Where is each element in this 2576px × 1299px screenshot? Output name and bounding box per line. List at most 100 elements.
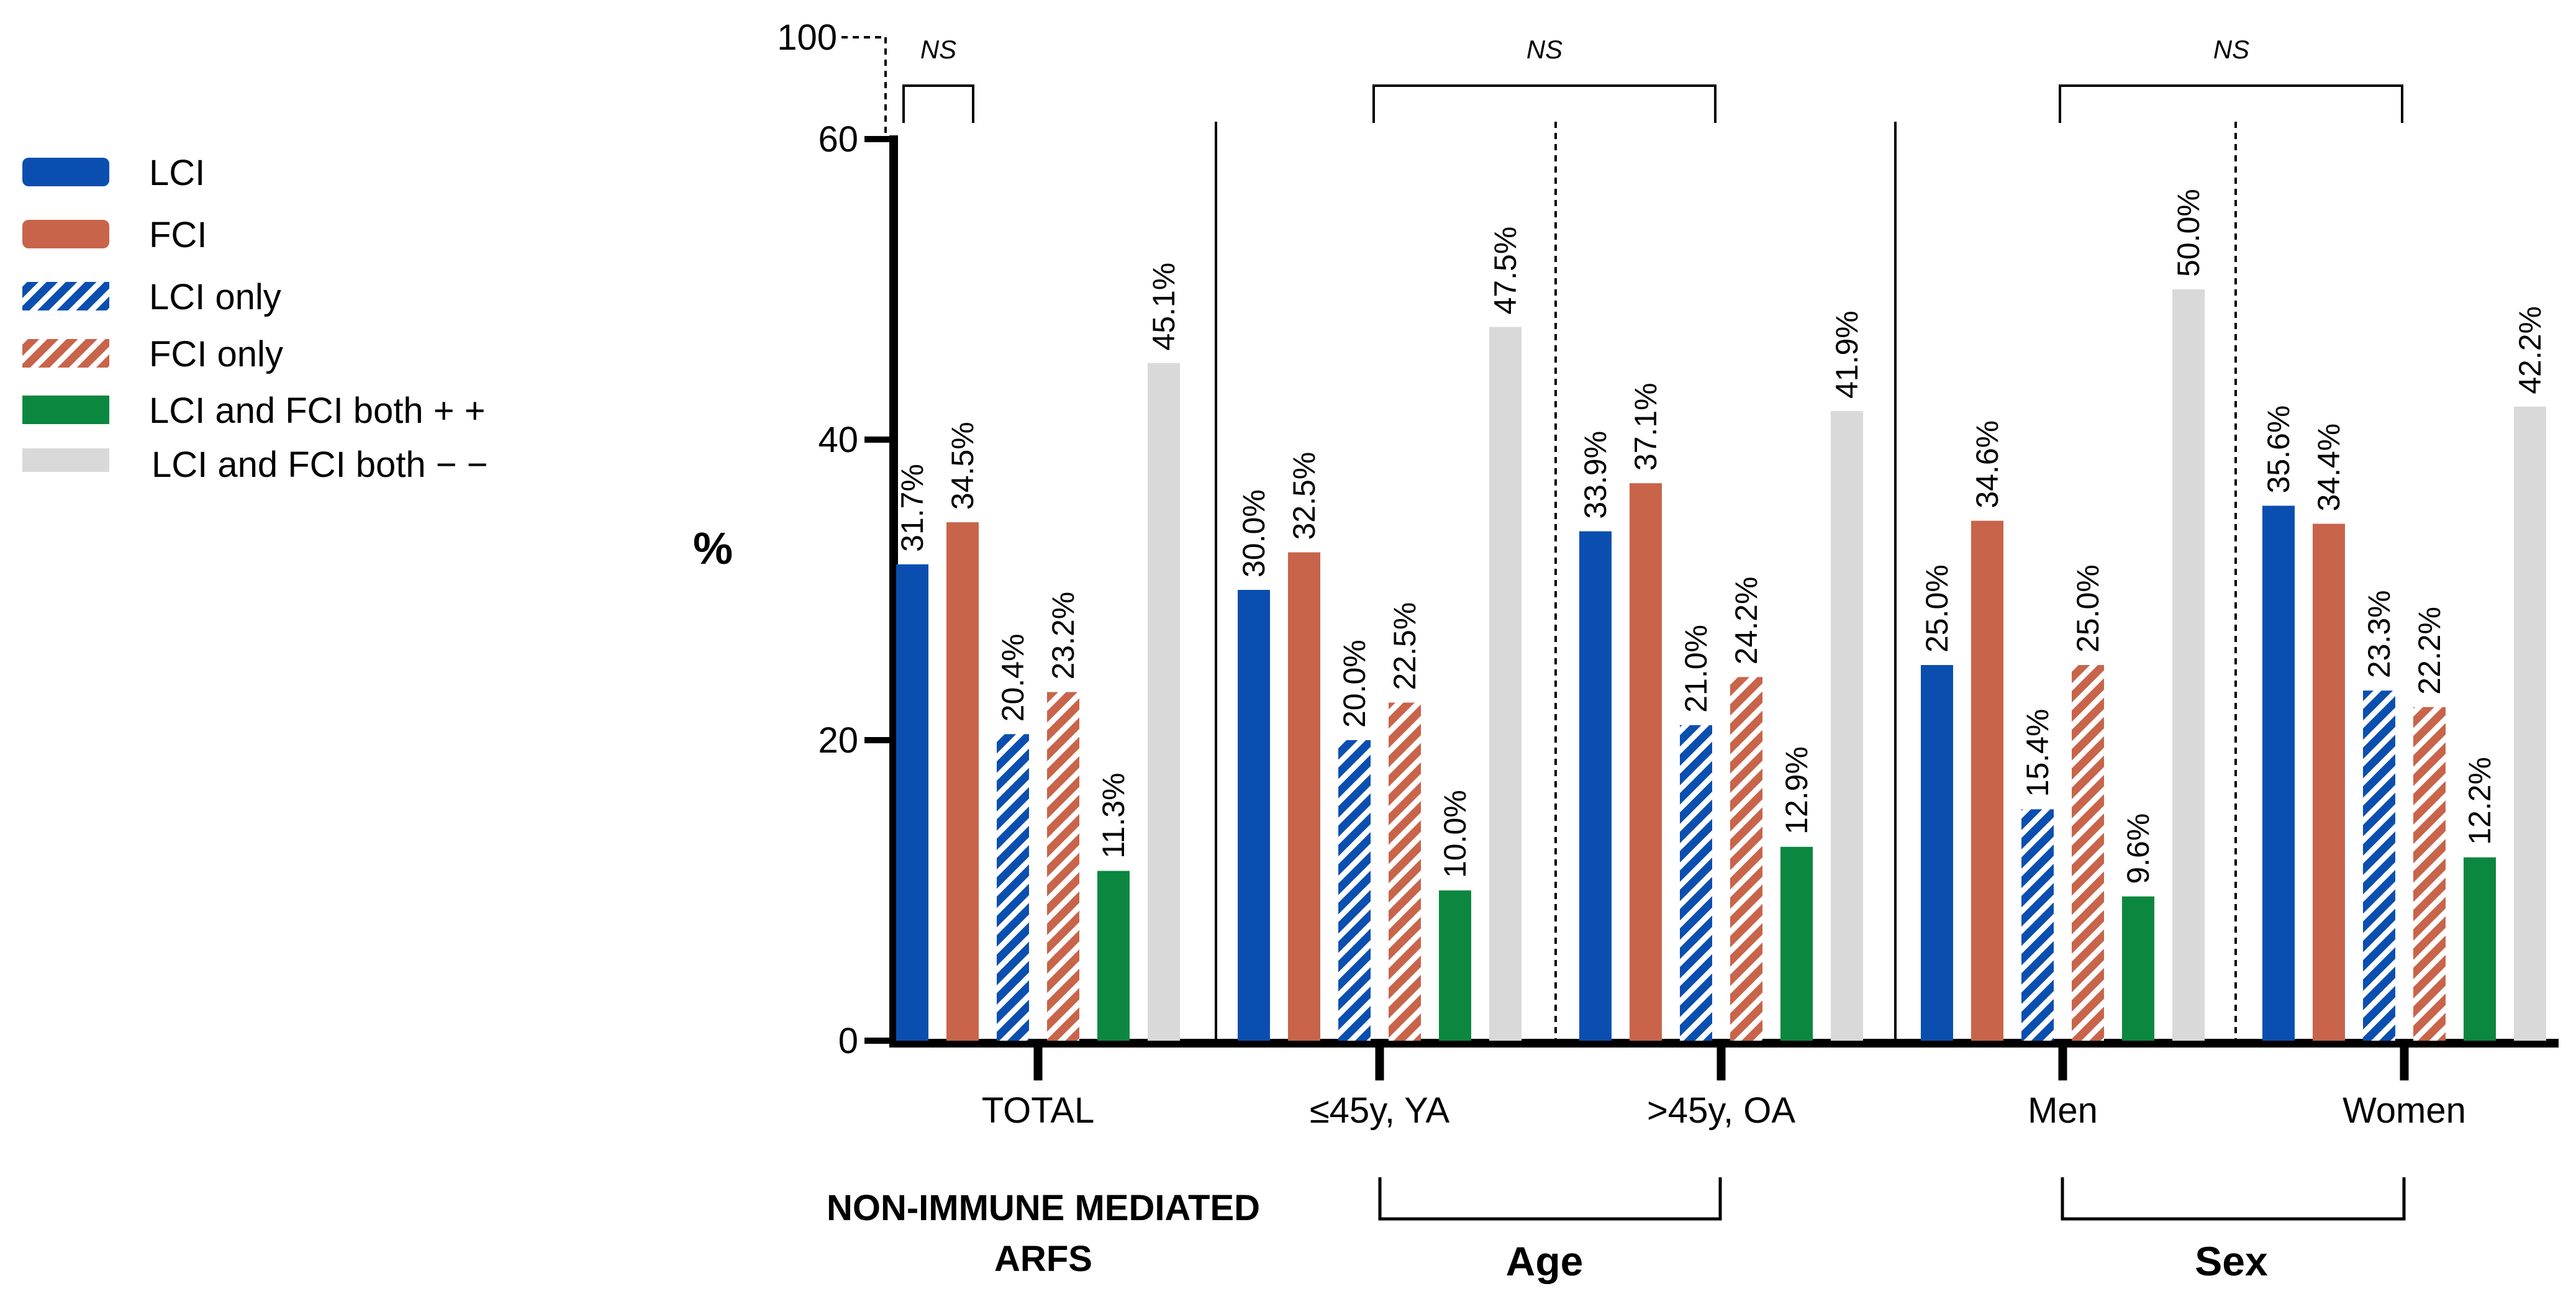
- bar-total-lci-only: [997, 734, 1029, 1041]
- group-bracket-age: [1378, 1177, 1722, 1221]
- legend-swatch-lci-and-fci-both: [22, 448, 109, 472]
- bar-45y-oa-lci-and-fci-both: [1780, 846, 1813, 1041]
- category-label-45y-oa: >45y, OA: [1647, 1090, 1795, 1131]
- data-label-men-lci: 25.0%: [1920, 564, 1954, 653]
- data-label-45y-ya-lci: 30.0%: [1236, 489, 1271, 577]
- bar-45y-oa-fci-only: [1730, 677, 1762, 1041]
- bar-45y-ya-fci: [1288, 552, 1320, 1041]
- significance-label-1: NS: [920, 35, 956, 64]
- bar-45y-oa-lci: [1579, 531, 1612, 1041]
- data-label-men-fci-only: 25.0%: [2070, 564, 2105, 653]
- data-label-women-lci-and-fci-both: 12.2%: [2462, 757, 2497, 845]
- data-label-total-lci-only: 20.4%: [995, 634, 1030, 722]
- y-axis-label: %: [693, 524, 733, 574]
- legend: LCI FCI LCI only FCI only LCI and FCI both +…: [22, 153, 488, 485]
- data-label-men-lci-only: 15.4%: [2020, 709, 2055, 797]
- data-label-women-lci-and-fci-both: 42.2%: [2513, 306, 2547, 394]
- data-label-45y-ya-lci-only: 20.0%: [1337, 640, 1372, 728]
- y-tick-label-40: 40: [818, 420, 858, 460]
- data-label-45y-ya-lci-and-fci-both: 10.0%: [1438, 790, 1472, 878]
- data-label-total-lci-and-fci-both: 45.1%: [1146, 263, 1181, 351]
- bar-45y-ya-lci-and-fci-both: [1489, 327, 1522, 1041]
- significance-brackets: NS NS NS: [902, 35, 2403, 123]
- significance-bracket-1: [902, 84, 974, 123]
- category-label-45y-ya: ≤45y, YA: [1310, 1090, 1450, 1131]
- legend-label-fci: FCI: [149, 215, 207, 255]
- bar-men-fci-only: [2072, 665, 2104, 1041]
- significance-label-2: NS: [1526, 35, 1562, 64]
- data-label-women-fci-only: 22.2%: [2412, 607, 2447, 695]
- bar-45y-oa-lci-only: [1680, 725, 1712, 1041]
- bar-women-lci-and-fci-both: [2464, 857, 2496, 1041]
- legend-label-lci-and-fci-both: LCI and FCI both − −: [152, 445, 488, 485]
- legend-swatch-lci-and-fci-both: [22, 396, 109, 424]
- bar-total-lci: [896, 564, 928, 1041]
- bar-women-lci-only: [2363, 690, 2395, 1041]
- bar-45y-ya-fci-only: [1389, 702, 1421, 1041]
- legend-swatch-fci-only: [22, 339, 109, 368]
- bars: [896, 289, 2546, 1041]
- data-label-45y-oa-fci-only: 24.2%: [1729, 577, 1764, 665]
- significance-bracket-3: [2059, 84, 2403, 123]
- data-label-men-lci-and-fci-both: 50.0%: [2171, 189, 2206, 277]
- data-label-45y-ya-fci-only: 22.5%: [1387, 602, 1422, 690]
- significance-bracket-2: [1372, 84, 1717, 123]
- data-label-45y-oa-fci: 37.1%: [1628, 382, 1663, 471]
- data-label-45y-oa-lci: 33.9%: [1578, 431, 1613, 519]
- y-tick-label-60: 60: [818, 119, 858, 160]
- group-label-total-line1: NON-IMMUNE MEDIATED: [827, 1188, 1260, 1228]
- bar-men-fci: [1971, 520, 2003, 1041]
- bar-total-fci-only: [1047, 692, 1079, 1041]
- data-label-total-lci: 31.7%: [895, 464, 930, 552]
- bar-men-lci: [1921, 665, 1953, 1041]
- bar-45y-ya-lci-only: [1338, 740, 1371, 1041]
- data-label-men-fci: 34.6%: [1970, 420, 2005, 509]
- bar-men-lci-and-fci-both: [2172, 289, 2205, 1041]
- legend-label-lci-and-fci-both: LCI and FCI both + +: [149, 391, 486, 431]
- legend-swatch-lci: [22, 158, 109, 186]
- data-label-total-lci-and-fci-both: 11.3%: [1096, 772, 1131, 858]
- data-label-women-lci: 35.6%: [2261, 405, 2296, 494]
- legend-swatch-lci-only: [22, 282, 109, 310]
- bar-women-fci: [2313, 523, 2345, 1041]
- bar-women-fci-only: [2413, 707, 2446, 1041]
- legend-label-lci-only: LCI only: [149, 277, 281, 317]
- bar-total-lci-and-fci-both: [1148, 363, 1180, 1041]
- data-label-45y-ya-fci: 32.5%: [1287, 452, 1322, 540]
- category-label-men: Men: [2028, 1090, 2098, 1131]
- group-label-total-line2: ARFS: [994, 1239, 1092, 1279]
- data-label-45y-oa-lci-and-fci-both: 41.9%: [1830, 310, 1864, 399]
- bar-45y-oa-fci: [1630, 483, 1662, 1041]
- data-label-total-fci: 34.5%: [945, 422, 980, 510]
- category-label-total: TOTAL: [982, 1090, 1095, 1131]
- legend-swatch-fci: [22, 220, 109, 248]
- group-label-age: Age: [1506, 1238, 1584, 1284]
- y-tick-label-20: 20: [818, 720, 858, 761]
- y-tick-label-0: 0: [838, 1021, 858, 1061]
- bar-women-lci-and-fci-both: [2514, 406, 2546, 1041]
- legend-label-lci: LCI: [149, 153, 205, 193]
- group-bracket-sex: [2061, 1177, 2406, 1221]
- bar-total-fci: [946, 522, 979, 1041]
- bar-45y-ya-lci: [1238, 590, 1270, 1041]
- data-label-men-lci-and-fci-both: 9.6%: [2121, 813, 2156, 884]
- category-labels: TOTAL ≤45y, YA >45y, OA Men Women: [982, 1041, 2466, 1131]
- bar-men-lci-and-fci-both: [2122, 896, 2154, 1041]
- data-label-45y-ya-lci-and-fci-both: 47.5%: [1488, 227, 1523, 315]
- data-label-total-fci-only: 23.2%: [1046, 592, 1081, 680]
- category-label-women: Women: [2342, 1090, 2466, 1131]
- significance-label-3: NS: [2213, 35, 2249, 64]
- bar-45y-oa-lci-and-fci-both: [1831, 411, 1863, 1041]
- bar-45y-ya-lci-and-fci-both: [1439, 890, 1471, 1041]
- legend-label-fci-only: FCI only: [149, 334, 283, 374]
- data-label-45y-oa-lci-and-fci-both: 12.9%: [1779, 746, 1814, 835]
- group-label-sex: Sex: [2195, 1238, 2268, 1284]
- group-labels: NON-IMMUNE MEDIATED ARFS Age Sex: [827, 1177, 2406, 1284]
- data-labels: 31.7% 34.5% 20.4% 23.2% 11.3% 45.1% 30.0% 32.5%…: [895, 189, 2547, 884]
- bar-women-lci: [2262, 505, 2295, 1041]
- data-label-women-lci-only: 23.3%: [2362, 590, 2397, 678]
- bar-total-lci-and-fci-both: [1097, 871, 1130, 1041]
- data-label-women-fci: 34.4%: [2311, 423, 2346, 512]
- data-label-45y-oa-lci-only: 21.0%: [1679, 625, 1713, 713]
